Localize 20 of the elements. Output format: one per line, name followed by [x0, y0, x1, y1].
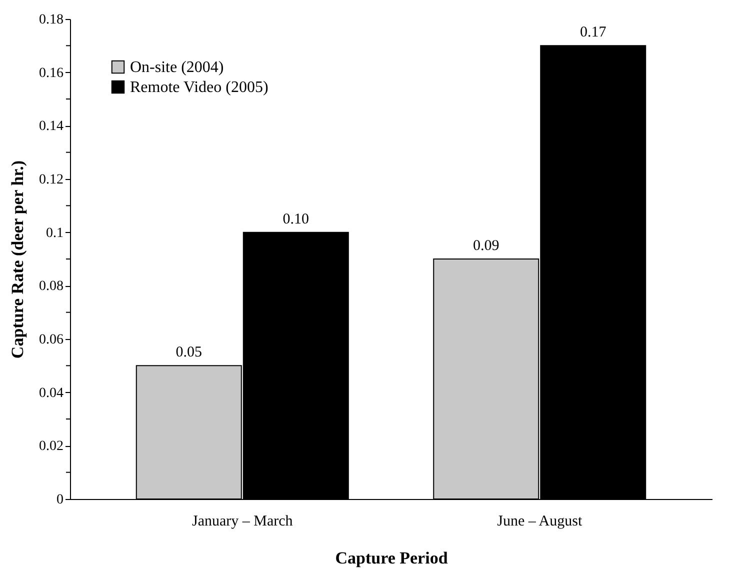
x-axis-title: Capture Period — [335, 548, 448, 568]
y-axis-title: Capture Rate (deer per hr.) — [8, 160, 27, 359]
y-tick-label: 0.06 — [39, 332, 64, 348]
data-label: 0.09 — [472, 238, 500, 254]
y-tick-label: 0.18 — [39, 12, 64, 28]
y-tick-label: 0.08 — [39, 279, 64, 294]
legend-label: Remote Video (2005) — [130, 79, 268, 96]
y-tick-label: 0.04 — [39, 386, 64, 401]
y-tick-label: 0.16 — [39, 66, 64, 81]
y-tick-label: 0.14 — [39, 119, 64, 134]
y-tick-label: 0 — [56, 492, 64, 508]
x-tick-label: January – March — [192, 514, 294, 530]
x-tick-label: June – August — [497, 514, 583, 530]
data-label: 0.05 — [176, 344, 202, 361]
y-tick-label: 0.12 — [39, 172, 64, 188]
data-label: 0.17 — [580, 24, 607, 41]
legend-label: On-site (2004) — [130, 59, 224, 76]
data-label: 0.10 — [282, 211, 310, 228]
y-tick-label: 0.02 — [39, 439, 64, 454]
y-tick-label: 0.1 — [46, 226, 64, 241]
